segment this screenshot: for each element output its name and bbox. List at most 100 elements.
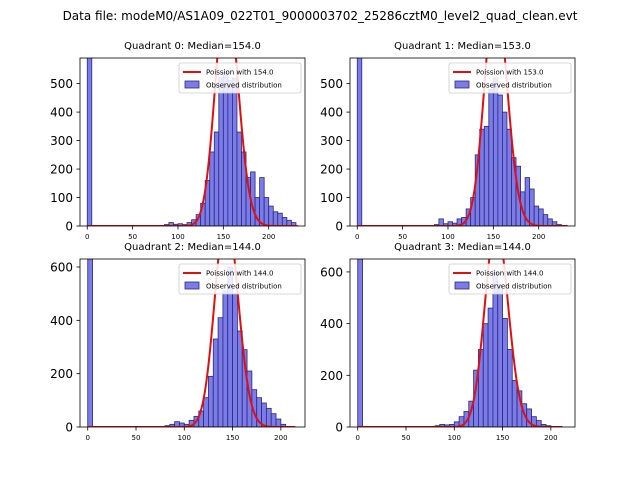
histogram-bar bbox=[265, 407, 272, 427]
x-tick-label: 0 bbox=[85, 233, 89, 241]
x-tick-label: 200 bbox=[262, 233, 275, 241]
axes-frame bbox=[79, 258, 306, 428]
histogram-bar bbox=[497, 94, 503, 226]
histogram-bar bbox=[217, 317, 224, 427]
y-tick-label: 200 bbox=[320, 369, 343, 383]
y-tick-label: 200 bbox=[50, 367, 73, 381]
histogram-bar bbox=[227, 80, 233, 226]
histogram-bar bbox=[268, 205, 274, 226]
histogram-bar bbox=[507, 349, 513, 427]
x-tick-label: 150 bbox=[217, 233, 230, 241]
legend: Poission with 144.0 Observed distribution bbox=[178, 263, 302, 295]
x-tick-label: 0 bbox=[355, 434, 359, 442]
histogram-bar bbox=[87, 259, 93, 427]
histogram-bar bbox=[222, 71, 229, 226]
x-tick-label: 150 bbox=[487, 233, 500, 241]
panel-title: Quadrant 0: Median=154.0 bbox=[124, 41, 261, 52]
y-tick-label: 200 bbox=[50, 163, 73, 177]
histogram-bar bbox=[492, 271, 499, 427]
y-tick-label: 400 bbox=[320, 317, 343, 331]
y-tick-label: 500 bbox=[50, 77, 73, 91]
x-tick-label: 150 bbox=[226, 434, 239, 442]
histogram-bar bbox=[533, 205, 540, 226]
x-tick-label: 100 bbox=[178, 434, 191, 442]
legend-box bbox=[448, 263, 572, 295]
legend-line-label: Poission with 154.0 bbox=[206, 69, 274, 77]
legend-bar-label: Observed distribution bbox=[476, 82, 552, 90]
y-tick-label: 0 bbox=[65, 421, 73, 435]
axes-frame bbox=[349, 57, 576, 227]
x-tick-label: 100 bbox=[448, 434, 461, 442]
x-tick-label: 200 bbox=[532, 233, 545, 241]
histogram-bar bbox=[213, 131, 220, 226]
histogram-bar bbox=[529, 188, 535, 226]
panel-title: Quadrant 3: Median=144.0 bbox=[394, 242, 531, 253]
poisson-curve bbox=[357, 58, 568, 226]
histogram-bar bbox=[263, 197, 270, 226]
legend-box bbox=[178, 263, 302, 295]
histogram-bar bbox=[232, 77, 238, 226]
histogram-bar bbox=[272, 211, 279, 226]
x-tick-label: 200 bbox=[274, 434, 287, 442]
x-tick-label: 0 bbox=[355, 233, 359, 241]
y-tick-label: 600 bbox=[50, 261, 73, 275]
x-tick-label: 50 bbox=[398, 233, 407, 241]
poisson-curve bbox=[87, 259, 296, 427]
poisson-curve bbox=[357, 259, 563, 427]
histogram-bar bbox=[547, 218, 553, 226]
y-tick-label: 100 bbox=[320, 191, 343, 205]
y-tick-label: 300 bbox=[320, 134, 343, 148]
histogram-bar bbox=[222, 290, 229, 427]
legend-bar-swatch bbox=[454, 281, 470, 290]
legend: Poission with 144.0 Observed distribution bbox=[448, 263, 572, 295]
histogram-bar bbox=[232, 293, 238, 427]
y-tick-label: 0 bbox=[335, 421, 343, 435]
legend-bar-label: Observed distribution bbox=[206, 82, 282, 90]
x-tick-label: 50 bbox=[128, 233, 137, 241]
panel-quadrant-3: Quadrant 3: Median=144.0 0 50 100 150 200 0 200… bbox=[320, 242, 576, 442]
histogram-bar bbox=[492, 77, 499, 226]
histogram-bars bbox=[87, 259, 287, 427]
panel-quadrant-0: Quadrant 0: Median=154.0 0 50 100 150 200 0 100… bbox=[50, 41, 306, 241]
histogram-bar bbox=[259, 177, 265, 226]
y-tick-label: 0 bbox=[65, 220, 73, 234]
histogram-bar bbox=[218, 77, 224, 226]
histogram-bar bbox=[86, 58, 93, 226]
legend-box bbox=[448, 62, 572, 94]
y-tick-label: 500 bbox=[320, 77, 343, 91]
histogram-bar bbox=[280, 423, 287, 427]
y-tick-label: 100 bbox=[50, 191, 73, 205]
y-tick-label: 600 bbox=[320, 265, 343, 279]
histogram-bar bbox=[483, 125, 490, 226]
y-tick-label: 400 bbox=[50, 314, 73, 328]
panel-quadrant-2: Quadrant 2: Median=144.0 0 50 100 150 200 0 200… bbox=[50, 242, 306, 442]
x-tick-label: 0 bbox=[85, 434, 89, 442]
legend-line-label: Poission with 153.0 bbox=[476, 69, 544, 77]
histogram-bar bbox=[497, 284, 503, 427]
y-tick-label: 300 bbox=[50, 134, 73, 148]
histogram-bar bbox=[203, 397, 209, 427]
legend-bar-label: Observed distribution bbox=[476, 283, 552, 291]
histogram-bar bbox=[487, 307, 494, 427]
histogram-bar bbox=[290, 222, 297, 226]
x-tick-label: 100 bbox=[171, 233, 184, 241]
x-tick-label: 100 bbox=[441, 233, 454, 241]
x-tick-label: 200 bbox=[544, 434, 557, 442]
histogram-bar bbox=[237, 330, 243, 427]
histogram-bar bbox=[542, 214, 549, 226]
histogram-bar bbox=[488, 88, 494, 226]
x-tick-label: 50 bbox=[402, 434, 411, 442]
legend-bar-swatch bbox=[454, 80, 470, 89]
histogram-bar bbox=[208, 375, 214, 427]
figure-title: Data file: modeM0/AS1A09_022T01_90000037… bbox=[63, 9, 578, 23]
legend: Poission with 154.0 Observed distribution bbox=[178, 62, 302, 94]
histogram-bar bbox=[212, 338, 219, 427]
y-tick-label: 0 bbox=[335, 220, 343, 234]
axes-frame bbox=[349, 258, 576, 428]
histogram-bar bbox=[538, 208, 544, 226]
legend-bar-label: Observed distribution bbox=[206, 283, 282, 291]
histogram-bar bbox=[275, 418, 282, 427]
histogram-bar bbox=[438, 218, 444, 226]
histogram-bar bbox=[551, 221, 558, 226]
